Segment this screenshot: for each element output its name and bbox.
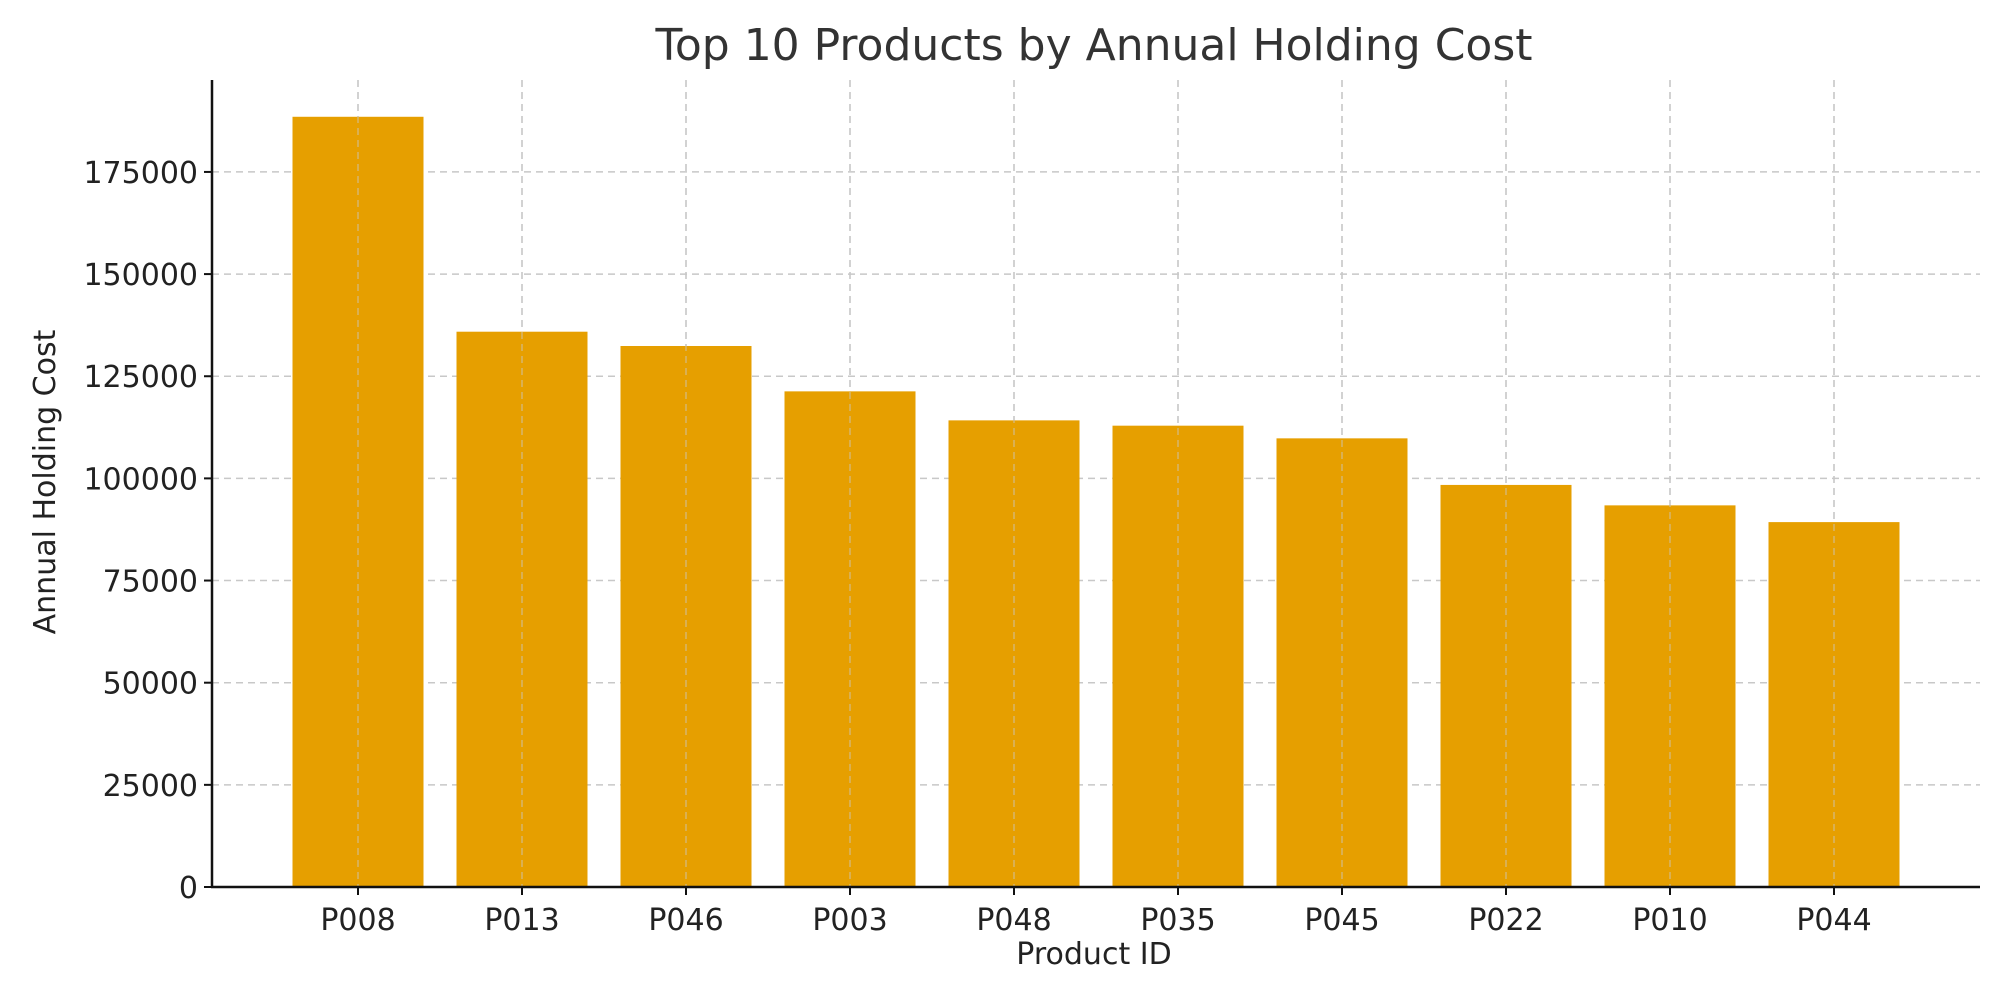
axis-layer xyxy=(210,80,1980,889)
x-tick-label: P010 xyxy=(1632,903,1707,938)
tick-layer: 0 25000 50000 75000 100000 125000 150000 175000… xyxy=(83,156,1871,938)
y-tick-label: 0 xyxy=(179,871,198,906)
y-tick-label: 175000 xyxy=(83,156,198,191)
x-tick-label: P046 xyxy=(648,903,723,938)
x-tick-label: P035 xyxy=(1140,903,1215,938)
y-axis-label: Annual Holding Cost xyxy=(28,329,63,634)
x-tick-label: P048 xyxy=(976,903,1051,938)
y-tick-label: 100000 xyxy=(83,462,198,497)
x-tick-label: P013 xyxy=(484,903,559,938)
bar-p046 xyxy=(620,346,752,887)
y-tick-label: 75000 xyxy=(103,565,198,600)
y-tick-label: 125000 xyxy=(83,360,198,395)
bar-p048 xyxy=(948,420,1080,887)
x-axis-label: Product ID xyxy=(1016,937,1171,972)
y-tick-label: 150000 xyxy=(83,258,198,293)
y-tick-label: 25000 xyxy=(103,769,198,804)
x-tick-label: P008 xyxy=(320,903,395,938)
x-tick-label: P022 xyxy=(1468,903,1543,938)
x-tick-label: P045 xyxy=(1304,903,1379,938)
y-tick-label: 50000 xyxy=(103,667,198,702)
x-tick-label: P003 xyxy=(812,903,887,938)
x-tick-label: P044 xyxy=(1796,903,1871,938)
bar-layer xyxy=(292,80,1900,888)
chart-title: Top 10 Products by Annual Holding Cost xyxy=(654,20,1532,71)
